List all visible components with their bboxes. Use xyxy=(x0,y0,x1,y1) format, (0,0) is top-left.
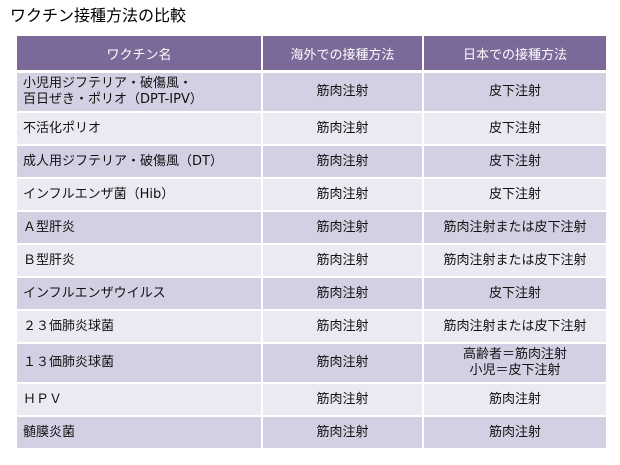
overseas-method-cell: 筋肉注射 xyxy=(262,71,424,113)
table-row: Ｂ型肝炎 筋肉注射 筋肉注射または皮下注射 xyxy=(17,244,606,278)
cell-text: 筋肉注射 xyxy=(316,285,369,301)
table-row: 不活化ポリオ 筋肉注射 皮下注射 xyxy=(17,112,606,146)
cell-text: 筋肉注射 xyxy=(316,391,369,407)
vaccine-name-cell: 不活化ポリオ xyxy=(17,112,263,146)
cell-text: 筋肉注射 xyxy=(316,318,369,334)
japan-method-cell: 皮下注射 xyxy=(423,178,606,212)
column-header-japan-method: 日本での接種方法 xyxy=(423,36,606,73)
column-header-overseas-method: 海外での接種方法 xyxy=(262,36,424,73)
vaccine-name-cell: １３価肺炎球菌 xyxy=(17,343,263,384)
cell-text: 筋肉注射または皮下注射 xyxy=(443,219,587,235)
cell-text: 皮下注射 xyxy=(488,120,541,136)
cell-text: 筋肉注射 xyxy=(316,219,369,235)
cell-text: 筋肉注射 xyxy=(316,120,369,136)
cell-text: ＨＰＶ xyxy=(23,391,63,407)
cell-text: 筋肉注射 xyxy=(316,252,369,268)
cell-text: 皮下注射 xyxy=(488,153,541,169)
table-row: ＨＰＶ 筋肉注射 筋肉注射 xyxy=(17,383,606,417)
japan-method-cell: 筋肉注射または皮下注射 xyxy=(423,244,606,278)
japan-method-cell: 皮下注射 xyxy=(423,277,606,311)
japan-method-cell: 筋肉注射 xyxy=(423,383,606,417)
cell-text: 筋肉注射または皮下注射 xyxy=(443,252,587,268)
cell-text: 筋肉注射 xyxy=(488,391,541,407)
cell-text: 髄膜炎菌 xyxy=(23,424,76,440)
vaccine-name-cell: Ａ型肝炎 xyxy=(17,211,263,245)
page-title: ワクチン接種方法の比較 xyxy=(10,6,187,25)
overseas-method-cell: 筋肉注射 xyxy=(262,343,424,384)
japan-method-cell: 筋肉注射または皮下注射 xyxy=(423,310,606,344)
table-row: 成人用ジフテリア・破傷風（DT） 筋肉注射 皮下注射 xyxy=(17,145,606,179)
cell-text: 成人用ジフテリア・破傷風（DT） xyxy=(23,153,223,169)
vaccine-name-cell: Ｂ型肝炎 xyxy=(17,244,263,278)
table-row: インフルエンザウイルス 筋肉注射 皮下注射 xyxy=(17,277,606,311)
cell-text: 百日ぜき・ポリオ（DPT-IPV） xyxy=(23,92,203,107)
table-row: １３価肺炎球菌 筋肉注射 高齢者＝筋肉注射 小児＝皮下注射 xyxy=(17,343,606,384)
overseas-method-cell: 筋肉注射 xyxy=(262,310,424,344)
table-header-row: ワクチン名 海外での接種方法 日本での接種方法 xyxy=(17,36,606,73)
japan-method-cell: 皮下注射 xyxy=(423,112,606,146)
cell-text: 小児＝皮下注射 xyxy=(469,363,561,378)
table-row: Ａ型肝炎 筋肉注射 筋肉注射または皮下注射 xyxy=(17,211,606,245)
table-row: ２３価肺炎球菌 筋肉注射 筋肉注射または皮下注射 xyxy=(17,310,606,344)
vaccine-name-cell: ２３価肺炎球菌 xyxy=(17,310,263,344)
japan-method-cell: 高齢者＝筋肉注射 小児＝皮下注射 xyxy=(423,343,606,384)
overseas-method-cell: 筋肉注射 xyxy=(262,145,424,179)
column-header-vaccine-name: ワクチン名 xyxy=(17,36,263,73)
overseas-method-cell: 筋肉注射 xyxy=(262,277,424,311)
cell-text: インフルエンザ菌（Hib） xyxy=(23,186,175,202)
cell-text: 高齢者＝筋肉注射 xyxy=(462,347,567,362)
cell-text: 筋肉注射 xyxy=(316,153,369,169)
vaccine-name-cell: インフルエンザウイルス xyxy=(17,277,263,311)
cell-text: 小児用ジフテリア・破傷風・ xyxy=(23,76,193,91)
cell-text: 筋肉注射 xyxy=(316,84,369,99)
overseas-method-cell: 筋肉注射 xyxy=(262,178,424,212)
cell-text: 筋肉注射 xyxy=(316,186,369,202)
vaccine-name-cell: 成人用ジフテリア・破傷風（DT） xyxy=(17,145,263,179)
cell-text: １３価肺炎球菌 xyxy=(23,355,115,370)
cell-text: 筋肉注射 xyxy=(488,424,541,440)
cell-text: 筋肉注射 xyxy=(316,424,369,440)
table-row: 髄膜炎菌 筋肉注射 筋肉注射 xyxy=(17,416,606,450)
cell-text: Ａ型肝炎 xyxy=(23,219,76,235)
overseas-method-cell: 筋肉注射 xyxy=(262,112,424,146)
cell-text: Ｂ型肝炎 xyxy=(23,252,76,268)
cell-text: 皮下注射 xyxy=(488,186,541,202)
japan-method-cell: 筋肉注射または皮下注射 xyxy=(423,211,606,245)
cell-text: 筋肉注射 xyxy=(316,355,369,370)
overseas-method-cell: 筋肉注射 xyxy=(262,416,424,450)
table-row: インフルエンザ菌（Hib） 筋肉注射 皮下注射 xyxy=(17,178,606,212)
japan-method-cell: 皮下注射 xyxy=(423,145,606,179)
cell-text: 不活化ポリオ xyxy=(23,120,102,136)
japan-method-cell: 皮下注射 xyxy=(423,71,606,113)
cell-text: 皮下注射 xyxy=(488,84,541,99)
cell-text: ２３価肺炎球菌 xyxy=(23,318,115,334)
table-row: 小児用ジフテリア・破傷風・ 百日ぜき・ポリオ（DPT-IPV） 筋肉注射 皮下注射 xyxy=(17,71,606,113)
cell-text: 筋肉注射または皮下注射 xyxy=(443,318,587,334)
vaccine-name-cell: ＨＰＶ xyxy=(17,383,263,417)
vaccine-comparison-table: ワクチン名 海外での接種方法 日本での接種方法 小児用ジフテリア・破傷風・ 百日ぜ… xyxy=(17,36,606,450)
vaccine-name-cell: 小児用ジフテリア・破傷風・ 百日ぜき・ポリオ（DPT-IPV） xyxy=(17,71,263,113)
cell-text: インフルエンザウイルス xyxy=(23,285,166,301)
japan-method-cell: 筋肉注射 xyxy=(423,416,606,450)
cell-text: 皮下注射 xyxy=(488,285,541,301)
overseas-method-cell: 筋肉注射 xyxy=(262,244,424,278)
overseas-method-cell: 筋肉注射 xyxy=(262,383,424,417)
vaccine-name-cell: インフルエンザ菌（Hib） xyxy=(17,178,263,212)
overseas-method-cell: 筋肉注射 xyxy=(262,211,424,245)
vaccine-name-cell: 髄膜炎菌 xyxy=(17,416,263,450)
